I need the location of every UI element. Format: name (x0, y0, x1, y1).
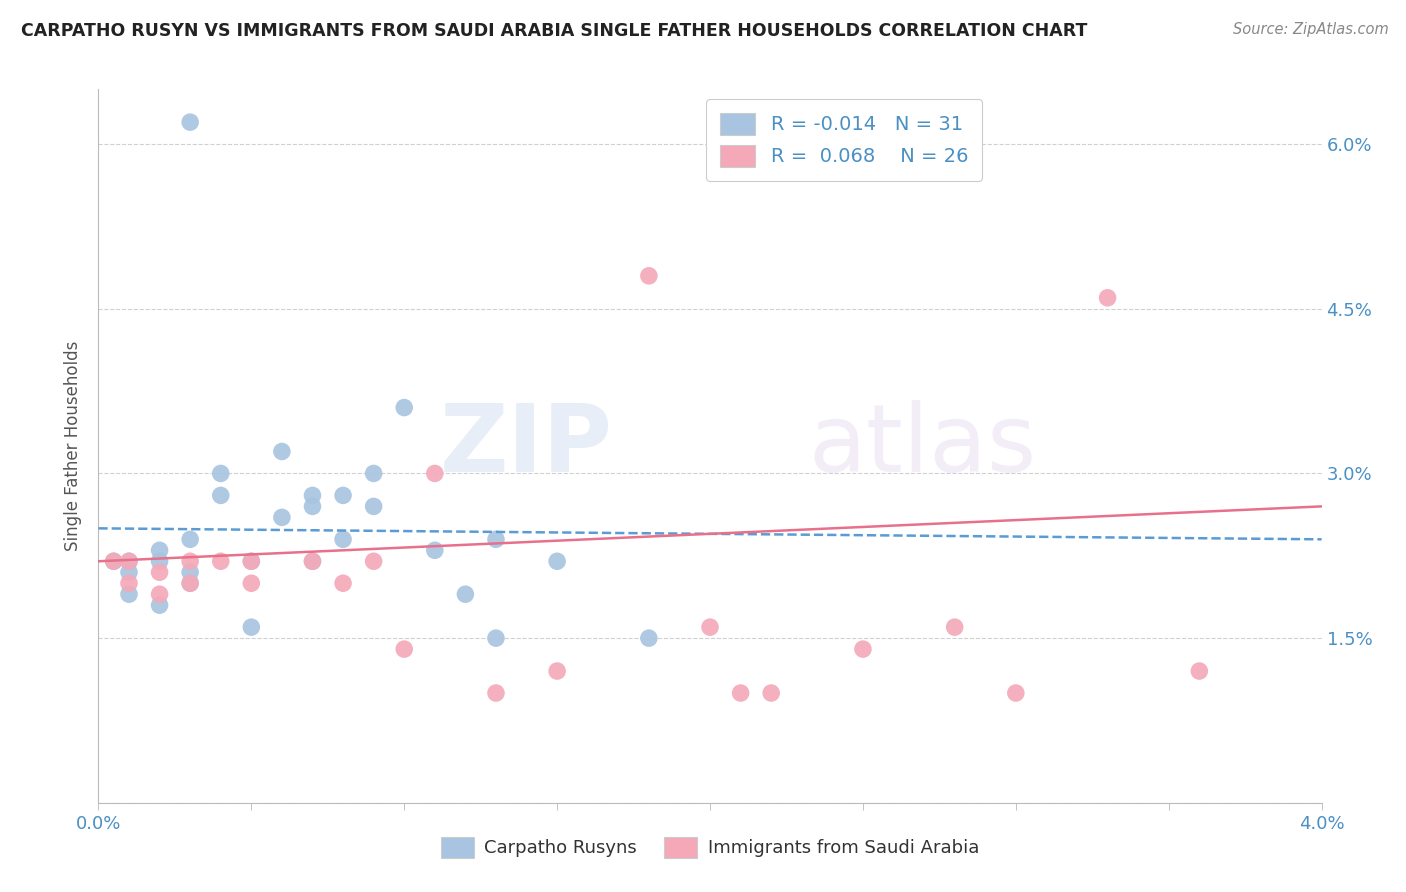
Point (759, 686, 782, 700)
Point (546, 664, 568, 678)
Point (240, 620, 263, 634)
Point (485, 533, 508, 547)
Point (485, 631, 508, 645)
Point (332, 576, 354, 591)
Point (301, 500, 323, 514)
Point (270, 510, 294, 524)
Point (546, 554, 568, 568)
Point (363, 467, 385, 481)
Point (179, 576, 201, 591)
Point (1188, 664, 1211, 678)
Legend: Carpatho Rusyns, Immigrants from Saudi Arabia: Carpatho Rusyns, Immigrants from Saudi A… (434, 830, 986, 865)
Point (332, 488, 354, 502)
Point (240, 554, 263, 568)
Point (423, 467, 446, 481)
Text: CARPATHO RUSYN VS IMMIGRANTS FROM SAUDI ARABIA SINGLE FATHER HOUSEHOLDS CORRELAT: CARPATHO RUSYN VS IMMIGRANTS FROM SAUDI … (21, 22, 1087, 40)
Point (118, 576, 141, 591)
Point (103, 554, 125, 568)
Point (852, 642, 875, 657)
Point (730, 686, 752, 700)
Point (118, 554, 141, 568)
Point (149, 598, 172, 612)
Point (240, 576, 263, 591)
Point (179, 533, 201, 547)
Point (423, 543, 446, 558)
Point (179, 115, 201, 129)
Point (209, 554, 232, 568)
Point (103, 554, 125, 568)
Point (637, 631, 661, 645)
Point (363, 554, 385, 568)
Point (179, 566, 201, 580)
Point (1004, 686, 1026, 700)
Point (454, 587, 477, 601)
Point (943, 620, 966, 634)
Point (179, 576, 201, 591)
Point (179, 554, 201, 568)
Point (301, 554, 323, 568)
Point (118, 566, 141, 580)
Point (699, 620, 721, 634)
Point (209, 488, 232, 502)
Point (240, 554, 263, 568)
Point (149, 566, 172, 580)
Point (149, 554, 172, 568)
Text: ZIP: ZIP (439, 400, 612, 492)
Point (118, 587, 141, 601)
Point (270, 444, 294, 458)
Point (301, 554, 323, 568)
Point (637, 268, 661, 283)
Point (485, 686, 508, 700)
Y-axis label: Single Father Households: Single Father Households (65, 341, 83, 551)
Point (149, 543, 172, 558)
Point (149, 587, 172, 601)
Text: Source: ZipAtlas.com: Source: ZipAtlas.com (1233, 22, 1389, 37)
Point (392, 401, 416, 415)
Point (301, 488, 323, 502)
Point (332, 533, 354, 547)
Point (392, 642, 416, 657)
Text: atlas: atlas (808, 400, 1036, 492)
Point (1097, 291, 1119, 305)
Point (118, 554, 141, 568)
Point (363, 500, 385, 514)
Point (209, 467, 232, 481)
